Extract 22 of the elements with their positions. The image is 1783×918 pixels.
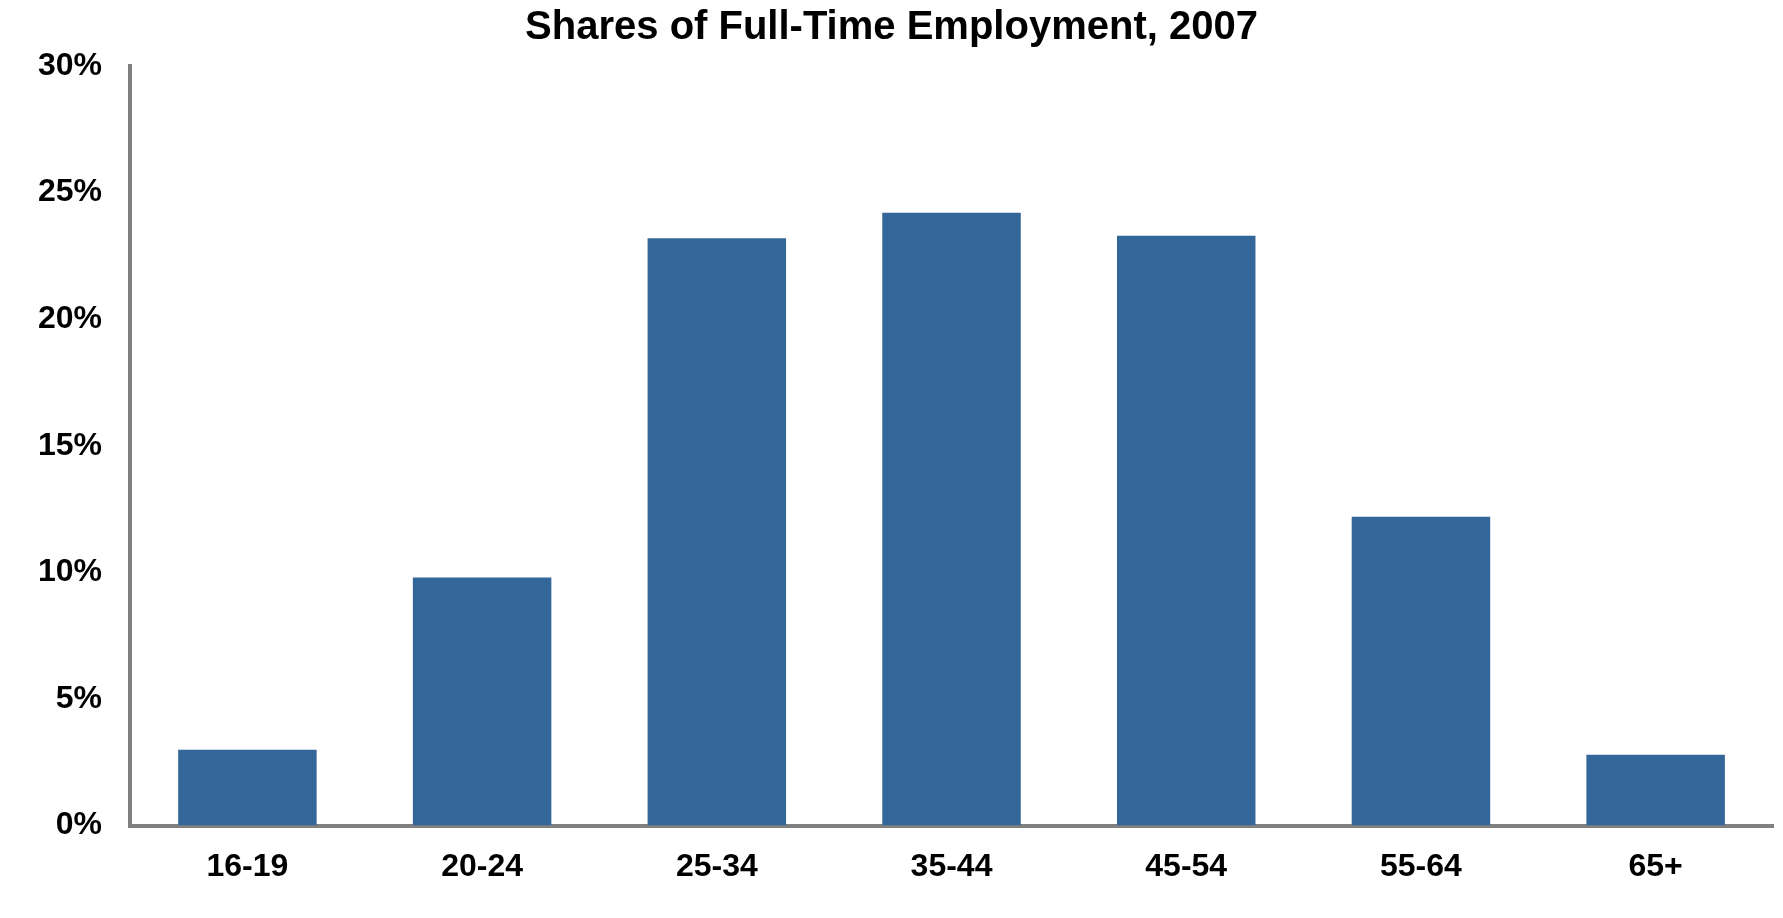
bar	[1351, 516, 1491, 826]
bar	[412, 577, 552, 826]
y-tick-label: 30%	[38, 45, 103, 82]
y-tick-label: 10%	[38, 552, 103, 589]
x-tick-label: 45-54	[1145, 846, 1228, 883]
chart-title: Shares of Full-Time Employment, 2007	[525, 3, 1258, 48]
x-tick-label: 25-34	[675, 846, 758, 883]
bar	[1586, 754, 1725, 826]
x-tick-label: 55-64	[1380, 846, 1463, 883]
x-tick-label: 35-44	[910, 846, 993, 883]
y-tick-label: 0%	[55, 805, 103, 842]
x-tick-label: 65+	[1628, 846, 1683, 883]
y-tick-label: 25%	[38, 172, 103, 209]
y-tick-label: 20%	[38, 299, 103, 336]
bar	[178, 749, 317, 826]
y-tick-label: 15%	[38, 425, 103, 462]
x-tick-label: 20-24	[441, 846, 524, 883]
bar	[647, 238, 787, 826]
y-tick-label: 5%	[55, 678, 103, 715]
bar	[882, 212, 1021, 826]
bar	[1116, 235, 1256, 826]
x-tick-label: 16-19	[206, 846, 289, 883]
